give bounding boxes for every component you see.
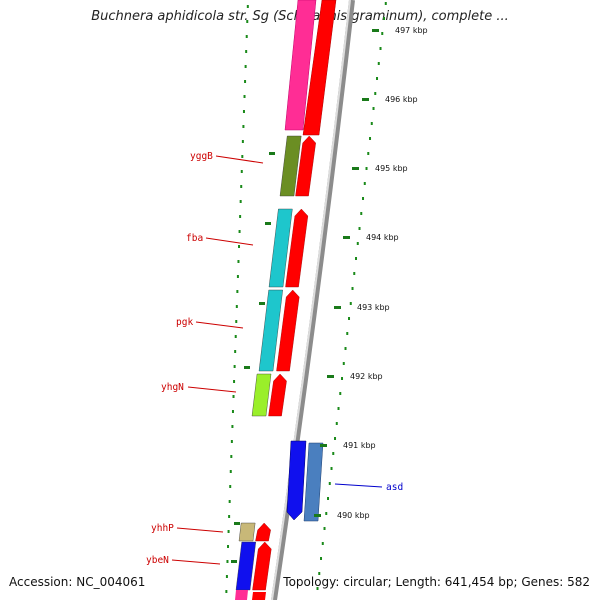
gene-label-group[interactable]: asd <box>334 482 403 493</box>
gene-leader-line <box>334 483 383 488</box>
scale-tick: 490 kbp <box>314 511 370 520</box>
scale-tick: 491 kbp <box>320 441 376 450</box>
gene-label-asd: asd <box>386 482 403 493</box>
gene-leader-line <box>215 155 264 164</box>
gene-label-group[interactable]: pgk <box>176 317 244 329</box>
accession-text: Accession: NC_004061 <box>9 575 146 589</box>
scale-dotted-track <box>316 2 387 590</box>
scale-tick: 493 kbp <box>334 303 390 312</box>
scale-tick-label: 490 kbp <box>337 511 370 520</box>
gene-leader-line <box>176 527 224 533</box>
gene-label-yhgN: yhgN <box>161 382 184 393</box>
gene-block-yhgN[interactable] <box>251 373 287 417</box>
scale-tick-label: 492 kbp <box>350 372 383 381</box>
scale-tick-label: 495 kbp <box>375 164 408 173</box>
scale-tick-label: 496 kbp <box>385 95 418 104</box>
gene-block-pgk[interactable] <box>258 289 300 372</box>
scale-tick-label: 493 kbp <box>357 303 390 312</box>
gene-label-group[interactable]: yhhP <box>151 523 224 534</box>
gene-label-group[interactable]: ybeN <box>146 555 221 566</box>
gene-block-asd[interactable] <box>286 440 324 522</box>
scale-tick-label: 494 kbp <box>366 233 399 242</box>
gene-leader-line <box>205 237 254 246</box>
inner-dotted-track <box>225 5 275 593</box>
gene-block-pink-bottom[interactable] <box>235 590 266 600</box>
gene-leader-line <box>171 559 221 565</box>
gene-leader-line <box>187 386 237 393</box>
gene-label-group[interactable]: yhgN <box>161 382 237 393</box>
scale-tick-label: 491 kbp <box>343 441 376 450</box>
gene-block-fba[interactable] <box>268 208 309 288</box>
scale-tick: 492 kbp <box>327 372 383 381</box>
gene-label-yggB: yggB <box>190 151 213 162</box>
gene-label-fba: fba <box>186 233 203 244</box>
scale-tick: 497 kbp <box>372 26 428 35</box>
scale-tick: 495 kbp <box>352 164 408 173</box>
gene-label-yhhP: yhhP <box>151 523 174 534</box>
scale-tick: 494 kbp <box>343 233 399 242</box>
genome-backbone <box>271 0 355 600</box>
gene-block-yhhP[interactable] <box>238 522 271 542</box>
gene-label-pgk: pgk <box>176 317 193 328</box>
gene-block-ybeN[interactable] <box>235 541 272 591</box>
gene-leader-line <box>195 321 244 329</box>
gene-label-group[interactable]: yggB <box>190 151 264 164</box>
scale-tick: 496 kbp <box>362 95 418 104</box>
genome-summary-text: Topology: circular; Length: 641,454 bp; … <box>283 575 590 589</box>
gene-label-ybeN: ybeN <box>146 555 169 566</box>
gene-block-yggB[interactable] <box>279 135 316 197</box>
gene-label-group[interactable]: fba <box>186 233 254 246</box>
gene-block-pink-top[interactable] <box>284 0 337 136</box>
scale-tick-label: 497 kbp <box>395 26 428 35</box>
